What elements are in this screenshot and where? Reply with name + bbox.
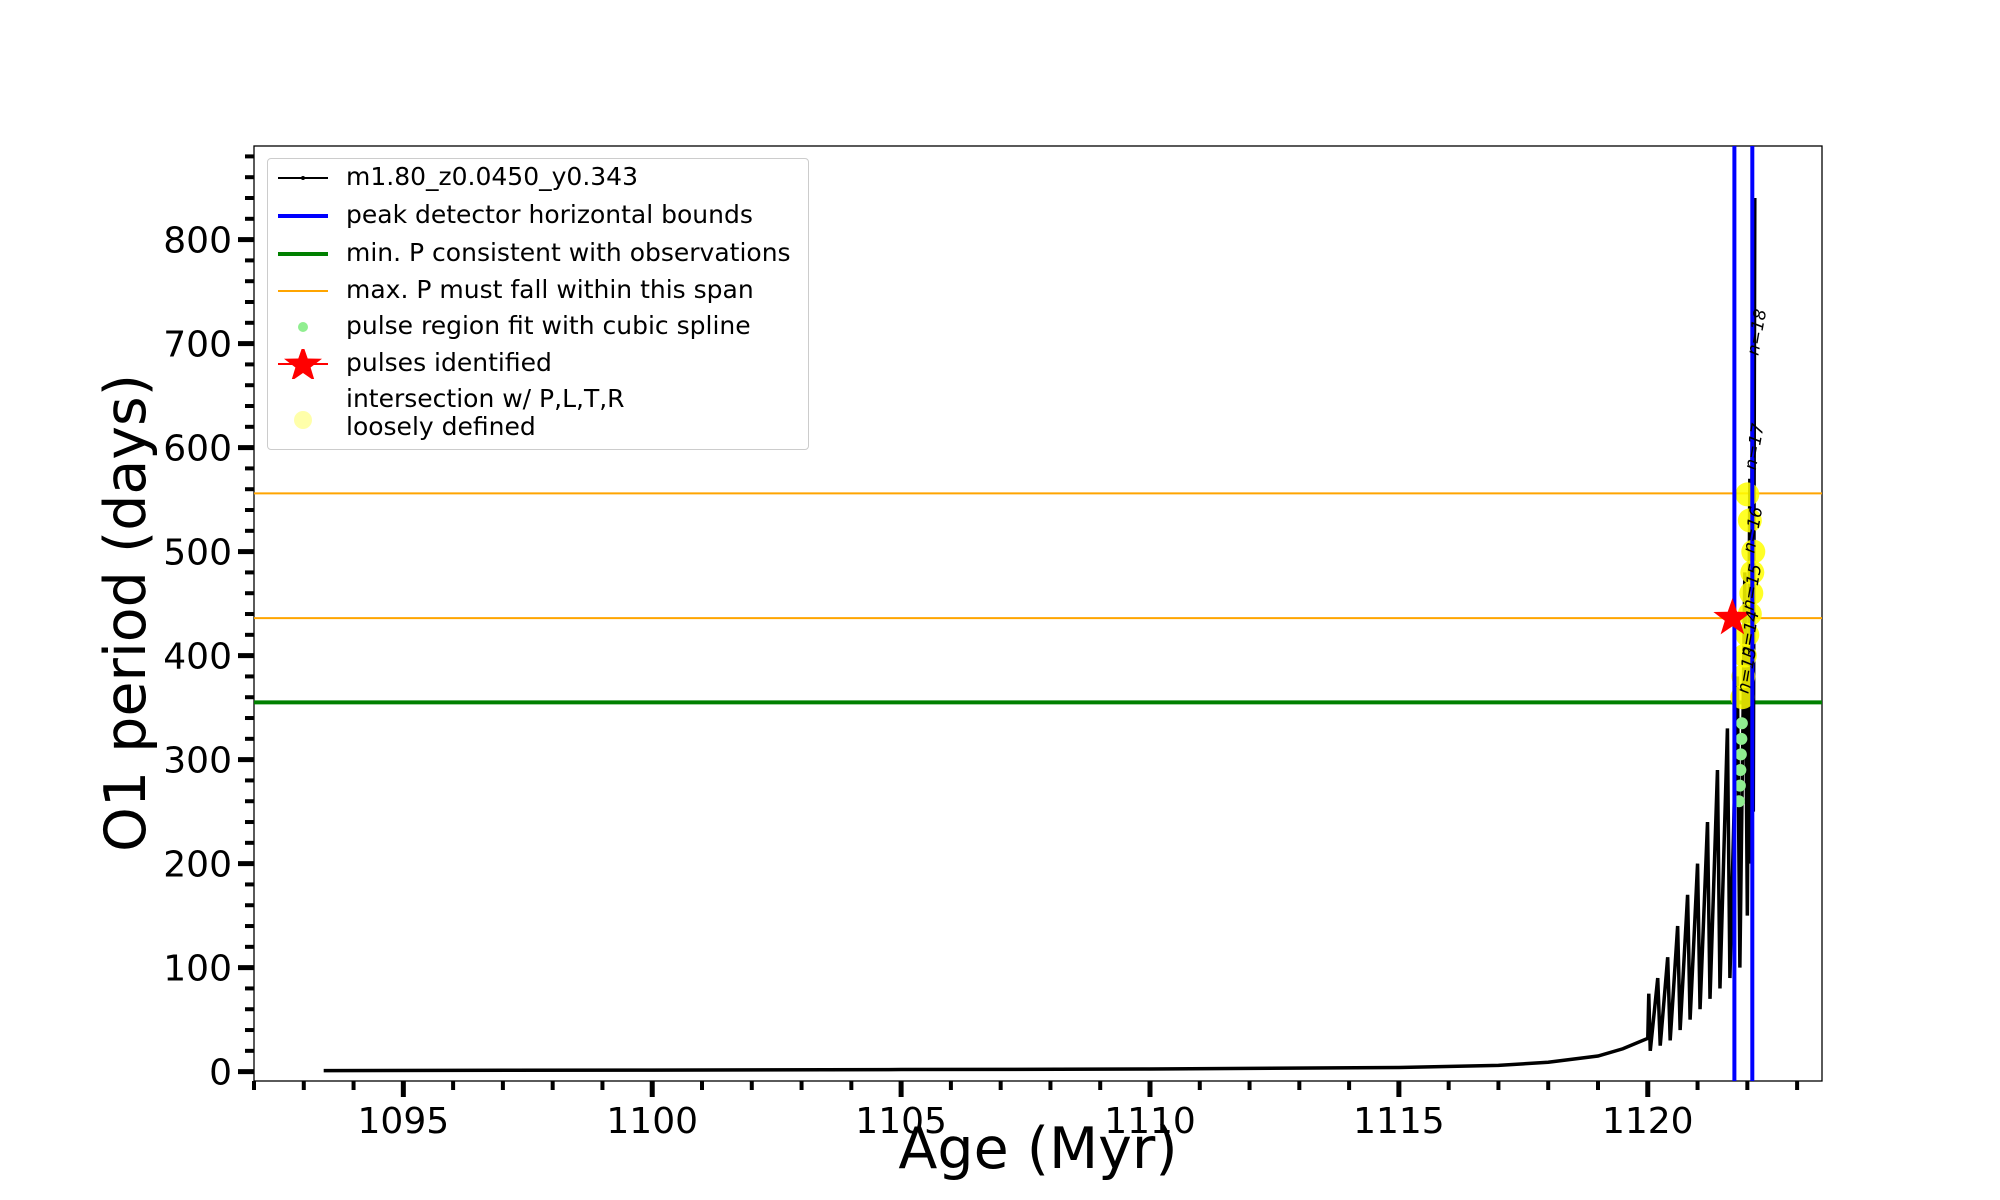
legend-label: max. P must fall within this span: [346, 275, 754, 304]
legend-item: peak detector horizontal bounds: [268, 201, 808, 237]
intersection-point: [1737, 508, 1762, 533]
x-tick-label: 1105: [855, 1101, 947, 1142]
intersection-point: [1737, 602, 1762, 627]
intersection-point: [1731, 664, 1756, 689]
legend-key: [294, 411, 312, 429]
legend-key: [278, 349, 328, 379]
legend-item: pulse region fit with cubic spline: [268, 312, 808, 348]
y-tick-label: 300: [163, 741, 232, 782]
spline-point: [1735, 717, 1748, 730]
y-tick-label: 400: [163, 637, 232, 678]
legend-item: max. P must fall within this span: [268, 276, 808, 312]
legend-key: [278, 252, 328, 256]
y-tick-label: 500: [163, 533, 232, 574]
y-tick-label: 100: [163, 949, 232, 990]
x-tick-label: 1100: [606, 1101, 698, 1142]
x-tick-label: 1095: [358, 1101, 450, 1142]
legend-label: min. P consistent with observations: [346, 238, 791, 267]
spline-point: [1734, 764, 1747, 777]
legend-label: m1.80_z0.0450_y0.343: [346, 162, 638, 191]
legend-item: intersection w/ P,L,T,R loosely defined: [268, 385, 808, 441]
x-tick-label: 1115: [1353, 1101, 1445, 1142]
x-axis-label: Age (Myr): [898, 1116, 1177, 1182]
y-tick-label: 200: [163, 845, 232, 886]
x-tick-label: 1110: [1104, 1101, 1196, 1142]
legend-label: peak detector horizontal bounds: [346, 200, 753, 229]
legend-dot: [294, 411, 312, 429]
legend-key: [298, 322, 308, 332]
legend-item: pulses identified: [268, 349, 808, 385]
legend-key: [278, 290, 328, 292]
legend-label: intersection w/ P,L,T,R loosely defined: [346, 384, 625, 441]
annotation: n=17: [1741, 422, 1769, 472]
y-tick-label: 800: [163, 221, 232, 262]
legend-label: pulse region fit with cubic spline: [346, 311, 751, 340]
spline-point: [1733, 779, 1746, 792]
x-tick-label: 1120: [1602, 1101, 1694, 1142]
legend-dot: [301, 176, 305, 180]
legend-key: [278, 176, 328, 180]
annotation: n=18: [1743, 307, 1771, 357]
intersection-point: [1735, 482, 1760, 507]
legend-item: m1.80_z0.0450_y0.343: [268, 163, 808, 199]
legend-label: pulses identified: [346, 348, 552, 377]
legend-dot: [298, 322, 308, 332]
y-tick-label: 0: [209, 1053, 232, 1094]
y-tick-label: 700: [163, 325, 232, 366]
legend-star: [284, 349, 322, 379]
y-axis-label: O1 period (days): [93, 374, 159, 852]
spline-point: [1735, 732, 1748, 745]
legend-item: min. P consistent with observations: [268, 239, 808, 275]
legend-key: [278, 214, 328, 218]
pulse-star: [1713, 598, 1752, 635]
y-tick-label: 600: [163, 429, 232, 470]
spline-point: [1734, 748, 1747, 761]
